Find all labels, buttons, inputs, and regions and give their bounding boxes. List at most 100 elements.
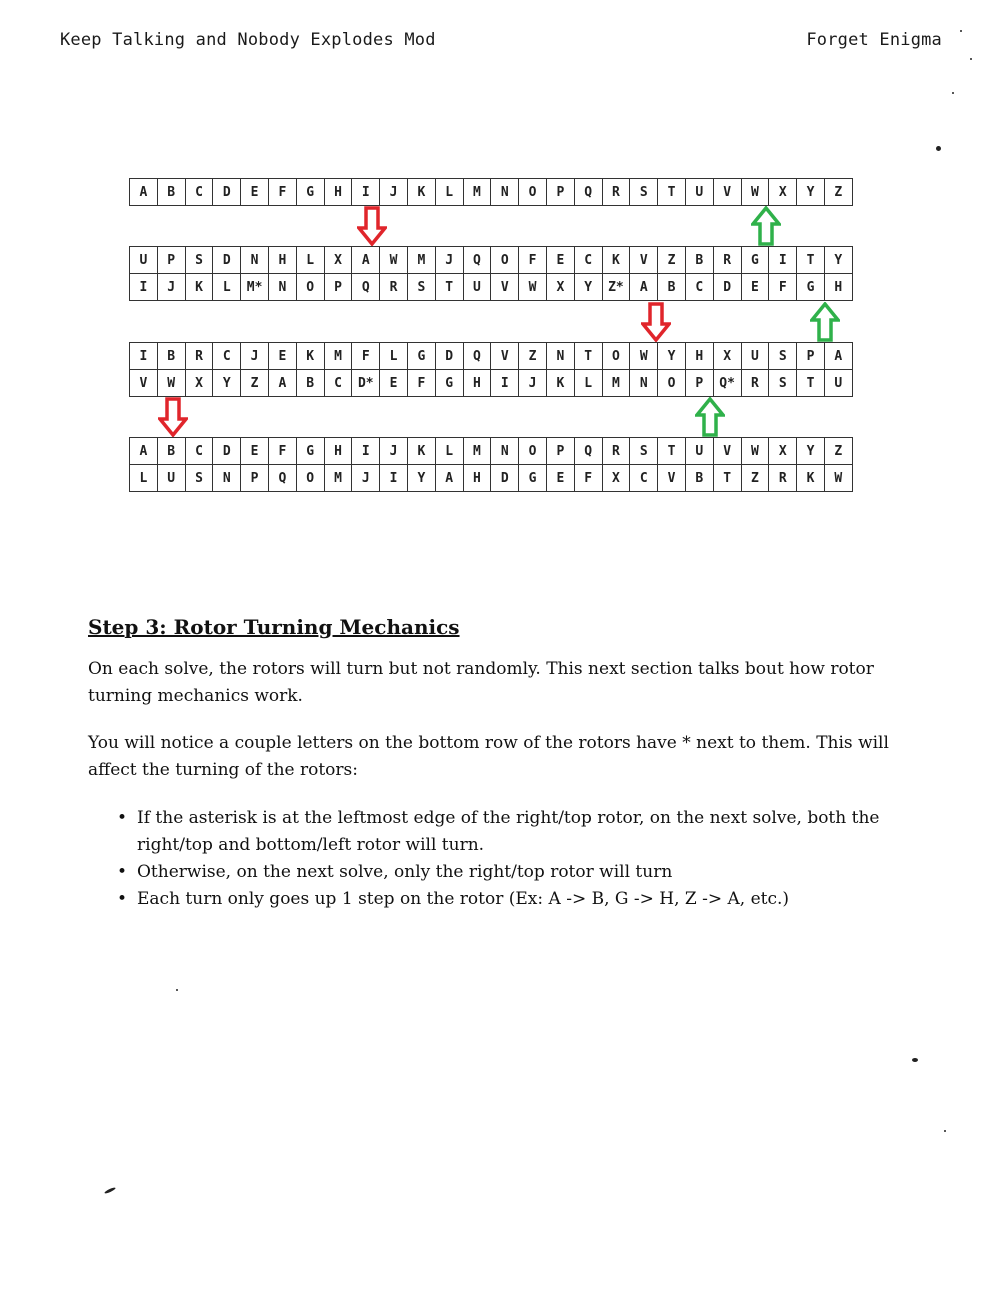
- rotor-cell: X: [712, 342, 742, 370]
- rotor-cell: I: [379, 464, 408, 492]
- rotor-cell: K: [796, 464, 825, 492]
- rotor-cell: R: [768, 464, 798, 492]
- rotor-cell: I: [490, 369, 520, 397]
- rotor-cell: S: [629, 437, 659, 465]
- rotor-cell: F: [267, 178, 297, 206]
- rotor-cell: H: [267, 246, 297, 274]
- rotor-cell: Y: [573, 273, 603, 301]
- ink-speck: [952, 92, 954, 94]
- rotor-cell: J: [351, 464, 381, 492]
- rotor-cell: K: [545, 369, 575, 397]
- rotor-cell: N: [267, 273, 297, 301]
- rotor-cell: F: [406, 369, 436, 397]
- rotor-cell: N: [490, 178, 520, 206]
- rotor-cell: T: [573, 342, 603, 370]
- rotor-cell: I: [768, 246, 798, 274]
- rotor-cell: R: [712, 246, 742, 274]
- rotor-cell: D: [712, 273, 742, 301]
- rotor-cell: Q: [462, 246, 492, 274]
- rules-list: If the asterisk is at the leftmost edge …: [117, 805, 897, 913]
- rotor-cell: M: [406, 246, 436, 274]
- rotor-cell: V: [657, 464, 686, 492]
- rotor-cell: S: [184, 246, 214, 274]
- rotor-cell: Z: [740, 464, 770, 492]
- rotor-cell: Y: [796, 178, 825, 206]
- rotor-cell: U: [462, 273, 492, 301]
- rotor-cell: U: [156, 464, 186, 492]
- rotor-cell: G: [434, 369, 464, 397]
- rotor-cell: W: [740, 437, 770, 465]
- rotor-cell: E: [740, 273, 770, 301]
- rotor-cell: P: [240, 464, 269, 492]
- rotor-cell: Z*: [601, 273, 631, 301]
- rotor-cell: B: [657, 273, 686, 301]
- rotor-row: I J K L M* N O P Q R S T U V W X Y Z* A B C D E F G H: [129, 273, 853, 301]
- rotor-cell: T: [657, 178, 686, 206]
- rotor-cell: J: [518, 369, 547, 397]
- rotor-cell: N: [629, 369, 659, 397]
- rotor-cell: A: [129, 437, 158, 465]
- rotor-cell: I: [129, 273, 158, 301]
- rotor-cell: X: [601, 464, 631, 492]
- green-up-arrow-icon: [810, 302, 840, 342]
- rotor-cell: E: [240, 178, 269, 206]
- rotor-cell: L: [212, 273, 242, 301]
- rotor-cell: M: [601, 369, 631, 397]
- rotor-cell: I: [351, 178, 381, 206]
- red-down-arrow-icon: [357, 206, 387, 246]
- rotor-cell: J: [156, 273, 186, 301]
- rotor-cell: C: [184, 178, 214, 206]
- rotor-cell: P: [796, 342, 825, 370]
- ink-speck: [103, 1186, 117, 1195]
- rotor-cell: N: [212, 464, 242, 492]
- rotor-cell: S: [768, 342, 798, 370]
- section-title: Step 3: Rotor Turning Mechanics: [88, 615, 460, 639]
- rotor-cell: C: [323, 369, 353, 397]
- rotor-cell: E: [240, 437, 269, 465]
- rotor-cell: T: [434, 273, 464, 301]
- rotor-cell: R: [601, 437, 631, 465]
- red-down-arrow-icon: [641, 302, 671, 342]
- rotor-cell: Z: [823, 437, 853, 465]
- rotor-cell: J: [240, 342, 269, 370]
- rotor-cell: Y: [823, 246, 853, 274]
- rotor-table: I B R C J E K M F L G D Q V Z N T O W Y H X U S P A V W X Y Z A B C D* E F G H…: [129, 342, 853, 397]
- rotor-cell: D: [212, 437, 242, 465]
- ink-speck: [960, 30, 962, 32]
- rotor-cell: F: [351, 342, 381, 370]
- rotor-cell: Q: [462, 342, 492, 370]
- rotor-cell: M: [323, 342, 353, 370]
- rotor-cell: D*: [351, 369, 381, 397]
- rotor-cell: N: [240, 246, 269, 274]
- rotor-cell: W: [629, 342, 659, 370]
- rotor-cell: X: [768, 437, 798, 465]
- rotor-cell: H: [462, 369, 492, 397]
- rotor-cell: S: [184, 464, 214, 492]
- rotor-cell: W: [156, 369, 186, 397]
- rotor-cell: R: [379, 273, 408, 301]
- rotor-cell: A: [434, 464, 464, 492]
- rotor-cell: J: [379, 437, 408, 465]
- rotor-cell: H: [323, 437, 353, 465]
- rotor-cell: M: [323, 464, 353, 492]
- ink-speck: [970, 58, 972, 60]
- rotor-cell: L: [573, 369, 603, 397]
- rotor-cell: O: [295, 273, 325, 301]
- rotor-cell: K: [406, 178, 436, 206]
- rotor-cell: L: [129, 464, 158, 492]
- rotor-cell: G: [740, 246, 770, 274]
- rotor-cell: M: [462, 178, 492, 206]
- rotor-cell: U: [684, 437, 714, 465]
- rotor-cell: B: [156, 178, 186, 206]
- rotor-cell: X: [545, 273, 575, 301]
- rotor-cell: P: [545, 437, 575, 465]
- rotor-cell: X: [184, 369, 214, 397]
- rotor-cell: F: [267, 437, 297, 465]
- red-down-arrow-icon: [158, 397, 188, 437]
- rotor-cell: B: [684, 246, 714, 274]
- rotor-cell: Q: [267, 464, 297, 492]
- rotor-cell: K: [184, 273, 214, 301]
